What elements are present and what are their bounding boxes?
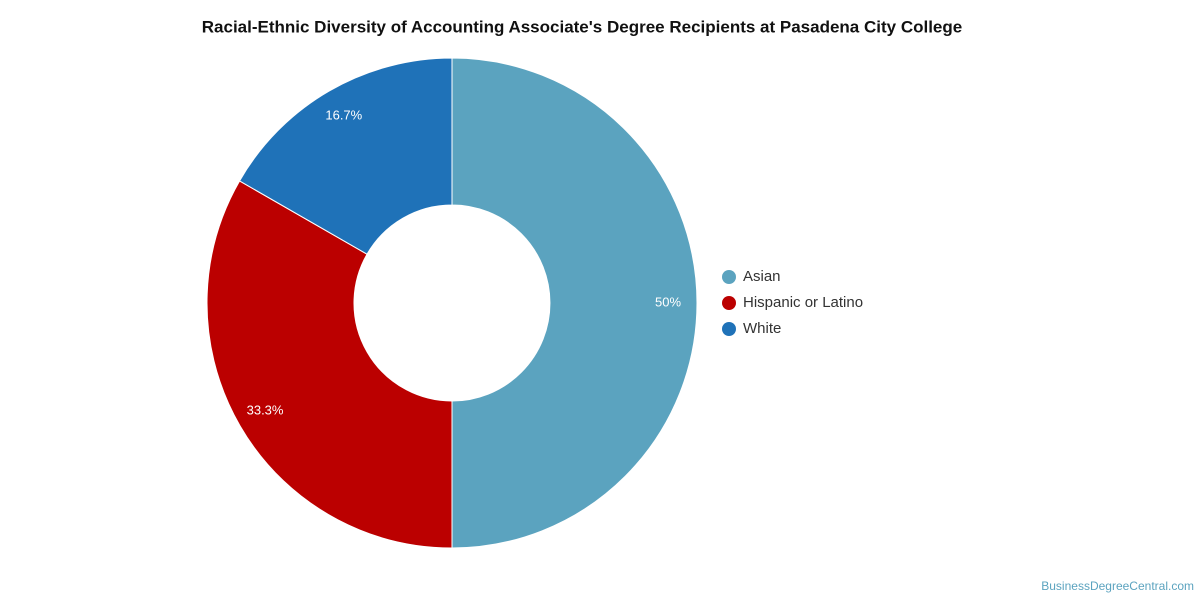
data-label: 33.3% bbox=[247, 403, 284, 418]
legend-label: Hispanic or Latino bbox=[743, 294, 863, 311]
source: BusinessDegreeCentral.com bbox=[1041, 579, 1194, 593]
legend-label: White bbox=[743, 320, 781, 337]
legend-marker bbox=[722, 322, 736, 336]
legend-label: Asian bbox=[743, 268, 781, 285]
legend-marker bbox=[722, 296, 736, 310]
donut-slice bbox=[451, 57, 698, 549]
donut-slice bbox=[238, 57, 453, 255]
chart-title: Racial-Ethnic Diversity of Accounting As… bbox=[202, 17, 962, 36]
donut-slice bbox=[206, 180, 453, 549]
data-label: 16.7% bbox=[325, 107, 362, 122]
data-label: 50% bbox=[655, 294, 681, 309]
legend-marker bbox=[722, 270, 736, 284]
